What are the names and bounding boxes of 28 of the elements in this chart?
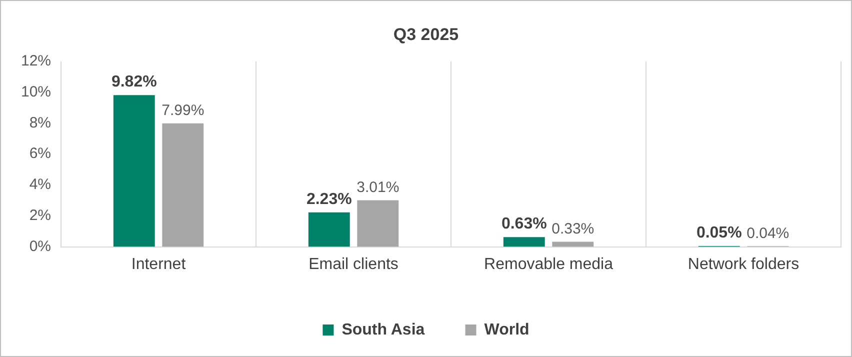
y-tick-label: 8% [29, 114, 52, 132]
x-tick-label: Email clients [308, 256, 398, 273]
legend-label: South Asia [342, 321, 425, 338]
bar [113, 95, 155, 247]
x-tick-label: Network folders [688, 256, 800, 273]
data-label: 9.82% [111, 73, 157, 90]
y-tick-label: 12% [20, 52, 52, 70]
y-tick-label: 6% [29, 145, 52, 162]
chart-title: Q3 2025 [393, 24, 459, 44]
data-label: 7.99% [162, 102, 204, 119]
x-tick-label: Removable media [484, 256, 614, 273]
bar [308, 212, 350, 247]
y-tick-label: 2% [29, 207, 52, 224]
y-tick-label: 0% [29, 238, 52, 255]
data-label: 0.05% [696, 224, 742, 242]
data-label: 0.04% [746, 224, 790, 242]
legend-label: World [484, 321, 530, 338]
y-tick-label: 10% [20, 83, 52, 100]
y-tick-label: 4% [29, 176, 52, 194]
x-tick-label: Internet [131, 256, 186, 273]
data-label: 0.33% [552, 220, 594, 238]
data-label: 2.23% [306, 190, 352, 208]
bar [357, 200, 399, 247]
data-label: 3.01% [356, 178, 400, 196]
data-label: 0.63% [501, 215, 547, 232]
bar [552, 242, 594, 247]
bar [503, 237, 545, 247]
bar [162, 123, 204, 247]
